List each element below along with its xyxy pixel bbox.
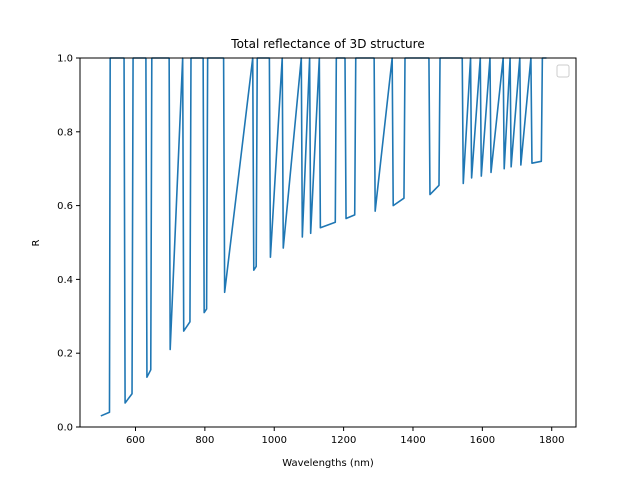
y-tick-label: 0.2 [57,349,73,360]
x-axis: 600 800 1000 1200 1400 1600 1800 [126,427,564,446]
chart-title: Total reflectance of 3D structure [230,37,424,51]
x-tick-label: 1800 [539,435,564,446]
x-tick-label: 1400 [400,435,425,446]
x-tick-label: 800 [195,435,214,446]
y-tick-label: 0.0 [57,423,73,434]
x-tick-label: 1600 [470,435,495,446]
axes-frame [79,57,577,428]
x-tick-label: 1200 [331,435,356,446]
y-tick-label: 0.4 [57,275,73,286]
y-tick-label: 0.6 [57,201,73,212]
series-line [100,57,547,417]
y-tick-label: 1.0 [57,54,73,65]
y-axis-label: R [31,239,42,246]
y-axis: 0.0 0.2 0.4 0.6 0.8 1.0 [57,54,80,434]
x-tick-label: 1000 [262,435,287,446]
legend [556,64,570,78]
x-tick-label: 600 [126,435,145,446]
series-layer [100,57,547,417]
y-tick-label: 0.8 [57,127,73,138]
x-axis-label: Wavelengths (nm) [282,458,374,469]
